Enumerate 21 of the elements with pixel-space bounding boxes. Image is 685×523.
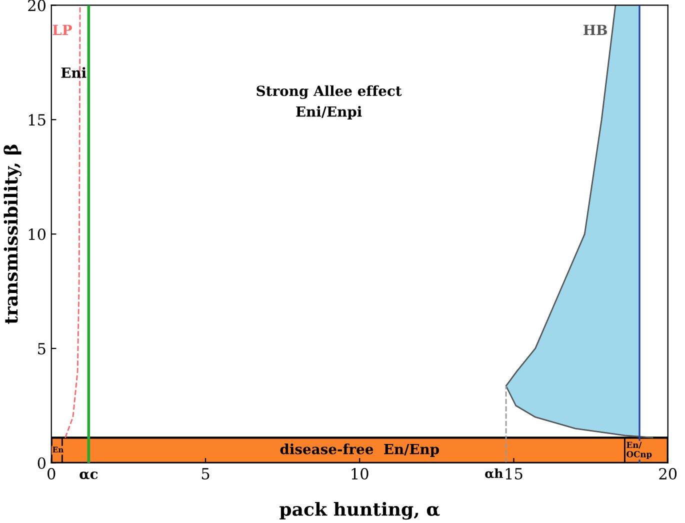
x-tick-label: 10 — [352, 468, 368, 480]
y-tick-label: 15 — [28, 114, 46, 126]
series-label: LP — [52, 24, 72, 35]
series-label: HB — [584, 24, 607, 35]
y-axis-title: transmissibility, β — [4, 144, 22, 324]
x-tick-label: 0 — [48, 468, 56, 480]
annotation: Eni — [61, 67, 86, 78]
ref-line-label: αc — [80, 472, 98, 480]
x-tick-label: 15 — [506, 468, 522, 480]
annotation: αh — [485, 468, 503, 478]
annotation: Strong Allee effect — [256, 85, 402, 99]
y-tick-label: 5 — [38, 343, 46, 354]
annotation: En/ OCnp — [626, 442, 652, 459]
y-tick-label: 10 — [28, 228, 46, 240]
annotation: Eni/Enpi — [296, 106, 362, 120]
band-label: disease-free En/Enp — [280, 444, 439, 457]
y-tick-label: 20 — [28, 0, 46, 12]
y-tick-label: 0 — [38, 457, 46, 469]
x-axis-title: pack hunting, α — [280, 502, 440, 520]
x-tick-label: 5 — [202, 468, 210, 480]
x-tick-label: 20 — [659, 468, 677, 480]
